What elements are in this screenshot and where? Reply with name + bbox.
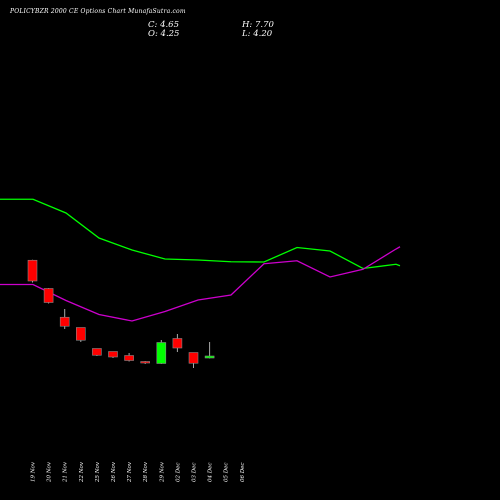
x-tick-label: 21 Nov	[63, 461, 69, 483]
candle-04-dec	[204, 342, 215, 359]
candle-body	[76, 327, 86, 341]
candle-03-dec	[188, 352, 199, 368]
x-tick-label: 27 Nov	[127, 461, 133, 483]
x-tick-label: 26 Nov	[111, 461, 117, 483]
x-tick-label: 19 Nov	[31, 461, 37, 482]
candle-body	[27, 259, 38, 282]
candle-19-nov	[27, 259, 38, 283]
candle-body	[108, 351, 118, 358]
candle-02-dec	[172, 334, 183, 352]
green-indicator-line	[0, 198, 401, 270]
x-tick-label: 06 Dec	[240, 463, 246, 483]
candle-body	[124, 355, 134, 361]
candle-body	[92, 348, 102, 356]
candle-27-nov	[124, 353, 134, 362]
x-tick-label: 05 Dec	[224, 463, 230, 483]
candle-28-nov	[140, 361, 150, 364]
candle-26-nov	[108, 351, 118, 358]
candle-body	[188, 352, 199, 364]
magenta-indicator-line	[0, 246, 401, 322]
open-value: O: 4.25	[148, 29, 180, 39]
x-tick-label: 29 Nov	[159, 461, 165, 483]
candle-20-nov	[43, 288, 54, 304]
x-tick-label: 20 Nov	[47, 461, 53, 483]
candle-body	[140, 361, 150, 364]
x-tick-label: 28 Nov	[143, 461, 149, 483]
candle-29-nov	[156, 340, 167, 364]
x-axis-labels: 19 Nov 20 Nov 21 Nov 22 Nov 25 Nov 26 Nov 27 N…	[31, 461, 246, 483]
candlesticks	[27, 259, 215, 368]
x-tick-label: 25 Nov	[95, 461, 101, 483]
candle-25-nov	[92, 348, 102, 356]
x-tick-label: 02 Dec	[175, 463, 181, 483]
high-value: H: 7.70	[242, 20, 274, 30]
candle-21-nov	[59, 309, 70, 329]
low-value: L: 4.20	[242, 29, 273, 39]
candle-body	[43, 288, 54, 303]
candle-body	[172, 338, 183, 349]
candle-body	[156, 342, 167, 364]
close-value: C: 4.65	[148, 20, 179, 30]
x-tick-label: 04 Dec	[208, 463, 214, 483]
candle-body	[204, 355, 215, 359]
candle-22-nov	[76, 327, 86, 342]
x-tick-label: 22 Nov	[79, 461, 85, 483]
candle-body	[59, 316, 70, 327]
chart-title: POLICYBZR 2000 CE Options Chart MunafaSu…	[10, 8, 186, 15]
x-tick-label: 03 Dec	[192, 463, 198, 483]
indicator-lines	[0, 198, 401, 322]
